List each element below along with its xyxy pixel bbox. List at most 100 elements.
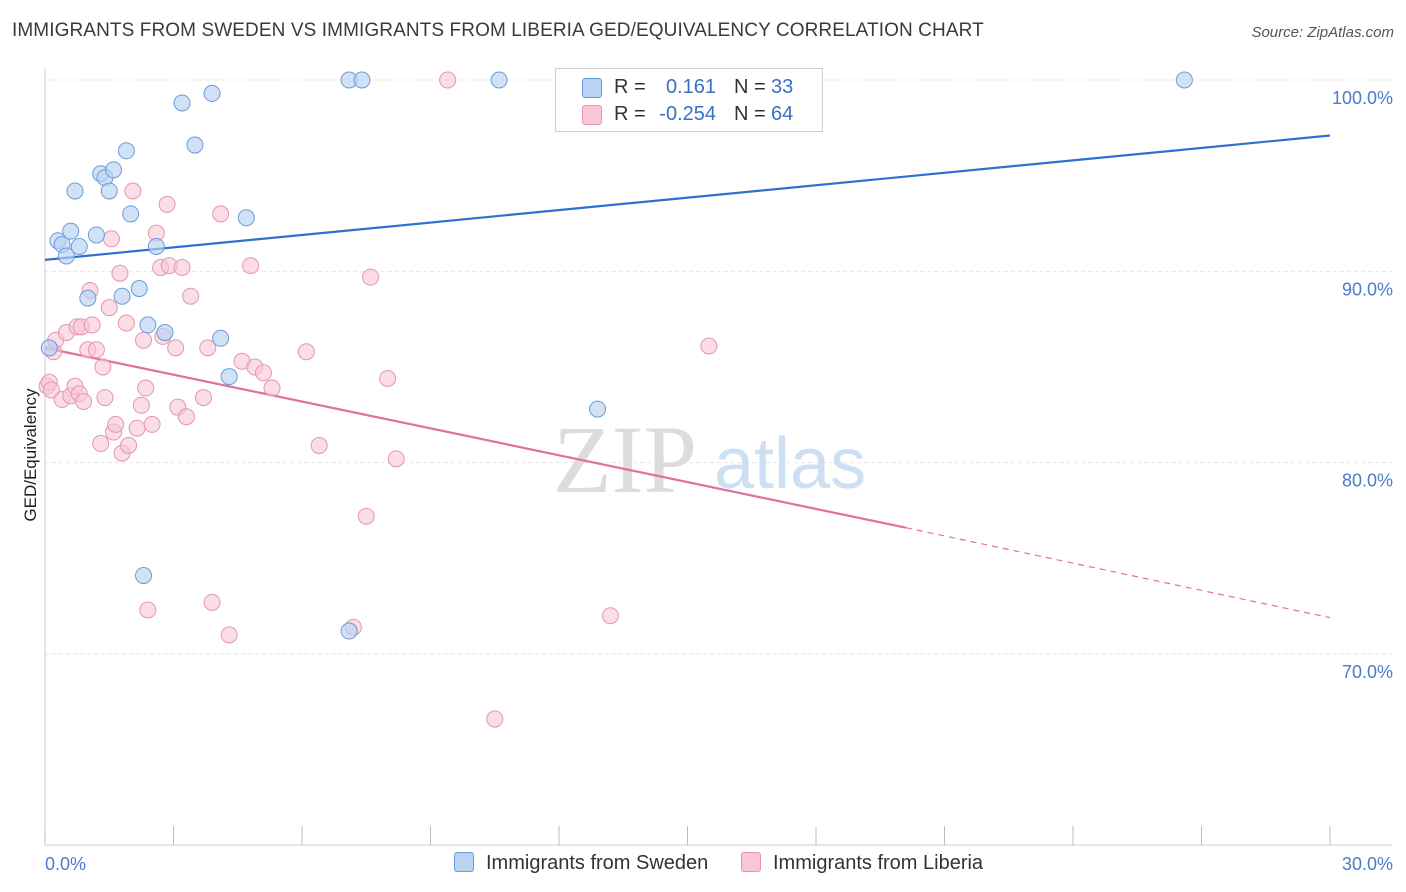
point-liberia [128, 419, 146, 437]
chart-title: IMMIGRANTS FROM SWEDEN VS IMMIGRANTS FRO… [12, 20, 984, 41]
trend-lines [44, 134, 1331, 619]
point-sweden [70, 237, 88, 255]
legend-row-sweden: R = 0.161 N = 33 [556, 74, 822, 100]
legend-row-liberia: R = -0.254 N = 64 [556, 101, 822, 127]
stats-legend: R = 0.161 N = 33 R = -0.254 N = 64 [555, 68, 823, 132]
point-liberia [167, 339, 185, 357]
liberia-legend-icon [741, 852, 761, 872]
point-liberia [263, 379, 281, 397]
legend-item-sweden[interactable]: Immigrants from Sweden [454, 852, 708, 875]
point-liberia [117, 314, 135, 332]
data-points [38, 71, 1193, 728]
point-liberia [220, 626, 238, 644]
point-liberia [212, 205, 230, 223]
point-sweden [105, 161, 123, 179]
point-liberia [100, 299, 118, 317]
point-liberia [486, 710, 504, 728]
point-liberia [254, 364, 272, 382]
point-liberia [132, 396, 150, 414]
point-liberia [120, 436, 138, 454]
point-liberia [297, 343, 315, 361]
point-liberia [83, 316, 101, 334]
point-liberia [75, 392, 93, 410]
point-liberia [92, 435, 110, 453]
point-liberia [194, 389, 212, 407]
point-liberia [439, 71, 457, 89]
point-liberia [362, 268, 380, 286]
legend-n-label: N = [734, 103, 766, 125]
axes [44, 68, 1392, 846]
point-sweden [340, 622, 358, 640]
point-sweden [113, 287, 131, 305]
point-liberia [379, 369, 397, 387]
point-sweden [135, 567, 153, 585]
y-tick-label: 100.0% [1332, 88, 1393, 108]
point-sweden [173, 94, 191, 112]
point-sweden [66, 182, 84, 200]
point-sweden [40, 339, 58, 357]
point-sweden [1175, 71, 1193, 89]
legend-item-liberia[interactable]: Immigrants from Liberia [741, 852, 983, 875]
point-liberia [177, 408, 195, 426]
series-legend: Immigrants from Sweden Immigrants from L… [0, 850, 1406, 880]
point-liberia [310, 436, 328, 454]
legend-r-label: R = [614, 76, 646, 98]
point-sweden [130, 280, 148, 298]
legend-label-sweden: Immigrants from Sweden [486, 852, 709, 874]
point-liberia [199, 339, 217, 357]
point-liberia [124, 182, 142, 200]
point-liberia [182, 287, 200, 305]
point-liberia [143, 415, 161, 433]
watermark-atlas: atlas [714, 424, 866, 504]
point-liberia [203, 593, 221, 611]
legend-r-label: R = [614, 103, 646, 125]
y-tick-label: 90.0% [1342, 279, 1393, 299]
point-liberia [135, 331, 153, 349]
liberia-swatch-icon [582, 105, 602, 125]
point-sweden [353, 71, 371, 89]
point-liberia [94, 358, 112, 376]
point-sweden [87, 226, 105, 244]
point-sweden [62, 222, 80, 240]
point-liberia [139, 601, 157, 619]
source-label: Source: ZipAtlas.com [1251, 24, 1394, 41]
point-sweden [212, 329, 230, 347]
sweden-swatch-icon [582, 78, 602, 98]
point-sweden [156, 324, 174, 342]
legend-n-value: 33 [771, 76, 794, 98]
point-liberia [357, 507, 375, 525]
x-tick-label-min: 0.0% [45, 854, 86, 874]
x-tick-label-max: 30.0% [1342, 854, 1393, 874]
point-sweden [203, 84, 221, 102]
legend-n-value: 64 [771, 103, 794, 125]
trend-line-sweden [44, 134, 1331, 261]
point-liberia [102, 230, 120, 248]
axis-labels: 70.0% 80.0% 90.0% 100.0% 0.0% 30.0% GED/Equiva… [21, 88, 1393, 874]
point-liberia [242, 257, 260, 275]
trend-line-liberia-extrapolated [905, 527, 1331, 619]
point-sweden [100, 182, 118, 200]
gridlines [45, 79, 1392, 655]
y-axis-title: GED/Equivalency [21, 388, 40, 522]
point-sweden [186, 136, 204, 154]
point-liberia [158, 195, 176, 213]
point-sweden [220, 368, 238, 386]
watermark: ZIP atlas [553, 406, 866, 513]
point-sweden [589, 400, 607, 418]
point-sweden [79, 289, 97, 307]
point-sweden [139, 316, 157, 334]
legend-r-value: -0.254 [659, 103, 716, 125]
point-liberia [111, 264, 129, 282]
point-liberia [96, 389, 114, 407]
sweden-legend-icon [454, 852, 474, 872]
legend-r-value: 0.161 [665, 76, 716, 98]
point-liberia [387, 450, 405, 468]
y-tick-label: 80.0% [1342, 471, 1393, 491]
point-sweden [147, 237, 165, 255]
point-liberia [173, 259, 191, 277]
point-sweden [490, 71, 508, 89]
point-liberia [107, 415, 125, 433]
legend-label-liberia: Immigrants from Liberia [773, 852, 984, 874]
point-sweden [122, 205, 140, 223]
